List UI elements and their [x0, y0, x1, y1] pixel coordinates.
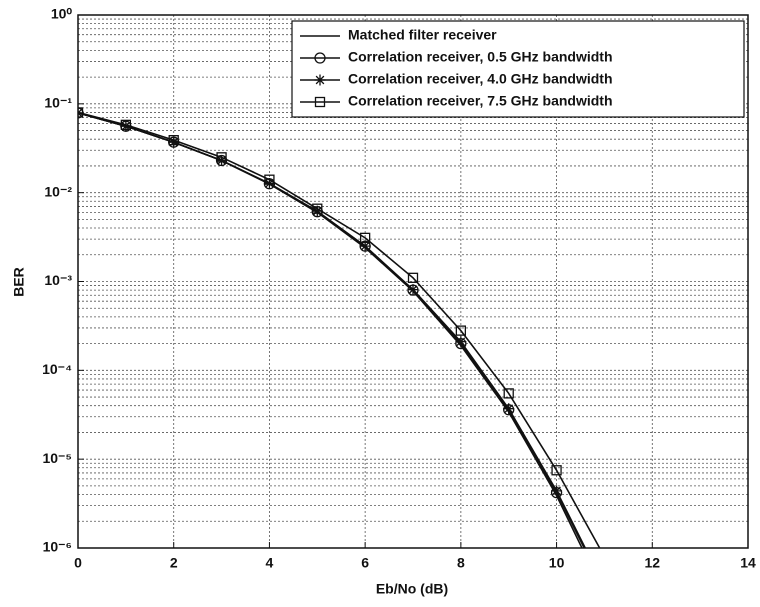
marker: [599, 581, 610, 592]
x-tick-label: 6: [361, 555, 369, 571]
y-tick-label: 10⁻⁵: [42, 450, 72, 466]
plot-frame: [77, 14, 749, 549]
marker: [312, 203, 323, 214]
y-tick-label: 10⁻¹: [44, 95, 72, 111]
y-axis-label: BER: [11, 267, 27, 297]
x-tick-label: 2: [170, 555, 178, 571]
y-tick-label: 10⁻⁴: [42, 361, 72, 377]
marker: [216, 152, 227, 163]
marker: [503, 388, 514, 399]
marker: [407, 284, 419, 296]
marker: [407, 272, 419, 283]
marker: [168, 135, 179, 146]
marker: [264, 174, 275, 185]
x-axis-label: Eb/No (dB): [376, 581, 448, 597]
y-tick-label: 10⁰: [51, 6, 73, 22]
y-tick-label: 10⁻²: [44, 183, 72, 199]
marker: [216, 155, 228, 167]
x-tick-label: 10: [549, 555, 565, 571]
legend-label: Correlation receiver, 0.5 GHz bandwidth: [348, 49, 613, 65]
series-line: [78, 112, 587, 548]
legend-label: Correlation receiver, 7.5 GHz bandwidth: [348, 93, 613, 109]
marker: [78, 107, 84, 118]
series-line: [78, 112, 586, 548]
x-tick-label: 4: [266, 555, 274, 571]
marker: [314, 96, 326, 108]
marker: [314, 74, 326, 86]
marker: [314, 52, 326, 64]
series-line: [78, 111, 601, 548]
series-line: [78, 112, 583, 548]
legend-label: Matched filter receiver: [348, 27, 497, 43]
marker: [359, 232, 371, 244]
y-tick-label: 10⁻⁶: [43, 539, 72, 555]
marker: [263, 177, 275, 189]
x-tick-label: 0: [74, 555, 82, 571]
marker: [599, 584, 609, 594]
x-tick-label: 14: [740, 555, 756, 571]
marker: [455, 336, 467, 348]
marker: [120, 119, 132, 130]
marker: [168, 136, 180, 148]
marker: [311, 205, 323, 217]
legend-box: [291, 20, 745, 118]
marker: [600, 552, 609, 561]
marker: [359, 240, 371, 252]
x-tick-label: 12: [644, 555, 660, 571]
marker: [455, 325, 467, 336]
plot-area: [78, 107, 610, 594]
marker: [503, 403, 515, 415]
legend-label: Correlation receiver, 4.0 GHz bandwidth: [348, 71, 613, 87]
marker: [551, 465, 562, 476]
x-tick-label: 8: [457, 555, 465, 571]
marker: [551, 485, 563, 497]
y-tick-label: 10⁻³: [44, 272, 72, 288]
marker: [120, 120, 132, 132]
